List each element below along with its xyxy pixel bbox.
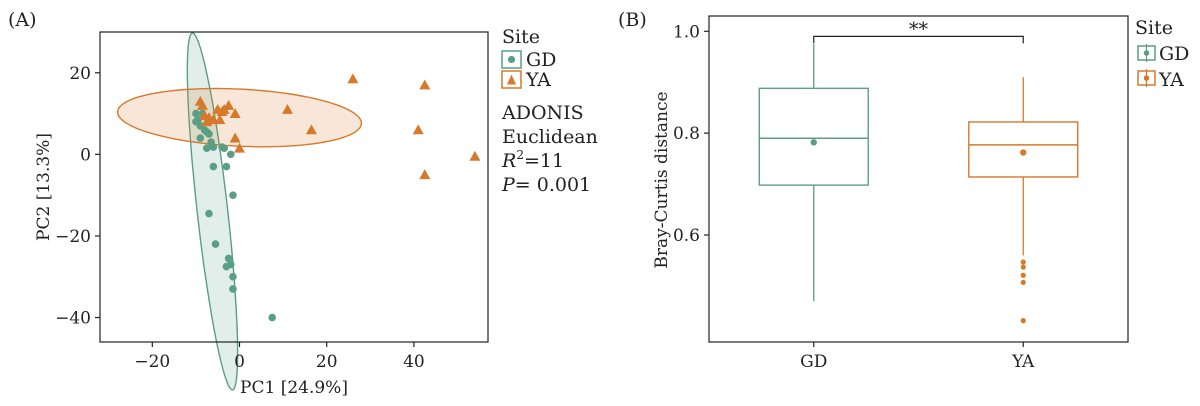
panel-a-points — [192, 73, 481, 322]
panel-b-boxes — [758, 44, 1079, 324]
point-ya — [469, 150, 481, 161]
panel-a-ellipses — [116, 32, 363, 391]
y-tick-label: −20 — [55, 227, 91, 247]
panel-b-frame — [708, 15, 1129, 343]
point-ya — [214, 114, 226, 125]
panel-a-legend-marker-gd — [507, 55, 516, 64]
outlier-ya — [1020, 279, 1026, 286]
point-ya — [201, 116, 213, 127]
point-gd — [211, 240, 220, 248]
point-ya — [229, 132, 241, 143]
x-tick-label: 20 — [316, 352, 338, 372]
box-gd — [758, 87, 869, 186]
panel-b-legend-title: Site — [1135, 17, 1173, 39]
point-gd — [203, 144, 211, 153]
panel-a-legend-item-ya: YA — [501, 69, 551, 91]
annotation-distance: Euclidean — [502, 126, 598, 148]
x-tick-label: YA — [1011, 352, 1035, 372]
panel-b-legend-item-gd: GD — [1137, 43, 1189, 65]
point-gd — [268, 313, 277, 322]
panel-a-frame — [99, 31, 489, 343]
outlier-ya — [1020, 318, 1026, 324]
outlier-ya — [1020, 259, 1026, 265]
y-tick-label: 20 — [69, 64, 91, 84]
x-tick-label: 0 — [234, 352, 245, 372]
annotation-p-value: P= 0.001 — [501, 174, 591, 196]
annotation-method: ADONIS — [501, 102, 584, 124]
panel-b-legend-label-gd: GD — [1159, 43, 1189, 65]
x-tick-label: 40 — [403, 352, 425, 372]
point-gd — [222, 162, 231, 171]
mean-point-gd — [810, 139, 817, 146]
panel-b-legend: Site GD YA — [1135, 17, 1189, 91]
point-ya — [281, 104, 293, 114]
y-tick-label: 0 — [80, 145, 91, 165]
point-ya — [234, 142, 246, 153]
point-ya — [305, 124, 317, 135]
point-ya — [412, 124, 424, 135]
confidence-ellipse-gd — [186, 32, 239, 391]
panel-a-adonis-annotation: ADONIS Euclidean R2=11 P= 0.001 — [501, 102, 598, 196]
point-gd — [209, 143, 218, 151]
annotation-r2: R2=11 — [501, 148, 564, 172]
point-gd — [192, 109, 200, 118]
panel-b-y-axis-label: Bray-Curtis distance — [652, 91, 672, 268]
point-ya — [223, 99, 235, 110]
point-ya — [229, 108, 241, 118]
significance-stars: ** — [909, 18, 929, 40]
panel-b-legend-marker-ya — [1143, 75, 1150, 81]
point-ya — [419, 79, 431, 90]
point-ya — [419, 169, 431, 180]
point-gd — [220, 144, 229, 153]
outlier-ya — [1020, 272, 1026, 278]
y-tick-label: 1.0 — [673, 22, 700, 42]
point-gd — [209, 162, 218, 171]
panel-a: (A) −20 0 20 40 −40 −20 0 20 PC1 [24.9%] PC2 [… — [8, 9, 598, 398]
point-gd — [229, 285, 237, 293]
panel-b-legend-label-ya: YA — [1158, 69, 1184, 91]
point-ya — [196, 99, 208, 110]
x-tick-label: −20 — [134, 352, 170, 372]
panel-a-legend-marker-ya — [507, 74, 516, 85]
point-ya — [216, 106, 228, 116]
panel-a-y-axis-label: PC2 [13.3%] — [34, 133, 54, 241]
panel-a-x-ticks: −20 0 20 40 — [134, 342, 425, 372]
x-tick-label: GD — [800, 352, 827, 372]
y-tick-label: 0.8 — [673, 124, 700, 144]
panel-a-legend-item-gd: GD — [501, 49, 556, 71]
panel-a-legend-label-gd: GD — [526, 49, 556, 71]
point-gd — [229, 272, 237, 281]
mean-point-ya — [1020, 149, 1027, 156]
panel-a-legend-title: Site — [502, 26, 540, 48]
point-gd — [222, 262, 231, 271]
panel-b-significance: ** — [813, 18, 1024, 44]
panel-b-y-ticks: 0.6 0.8 1.0 — [673, 22, 709, 246]
panel-b-label: (B) — [618, 9, 647, 31]
panel-a-label: (A) — [8, 9, 37, 31]
panel-a-legend: Site GD YA — [501, 26, 556, 91]
point-gd — [229, 191, 237, 199]
y-tick-label: −40 — [55, 309, 91, 329]
point-ya — [347, 73, 359, 84]
panel-b: (B) ** GD YA 0.6 0.8 1.0 Bray-Curtis distan… — [618, 9, 1189, 372]
point-gd — [196, 134, 205, 142]
panel-a-x-axis-label: PC1 [24.9%] — [240, 378, 348, 398]
outlier-ya — [1020, 264, 1026, 270]
panel-a-y-ticks: −40 −20 0 20 — [55, 64, 100, 329]
panel-a-plot-area — [99, 31, 489, 391]
point-gd — [205, 130, 213, 138]
point-gd — [226, 150, 235, 159]
point-gd — [205, 209, 213, 218]
point-gd — [224, 254, 233, 263]
panel-b-legend-marker-gd — [1143, 50, 1150, 56]
y-tick-label: 0.6 — [673, 226, 700, 246]
panel-a-legend-label-ya: YA — [525, 69, 551, 91]
panel-b-x-ticks: GD YA — [800, 342, 1035, 372]
significance-bracket — [813, 35, 1024, 44]
panel-b-legend-item-ya: YA — [1137, 69, 1184, 91]
